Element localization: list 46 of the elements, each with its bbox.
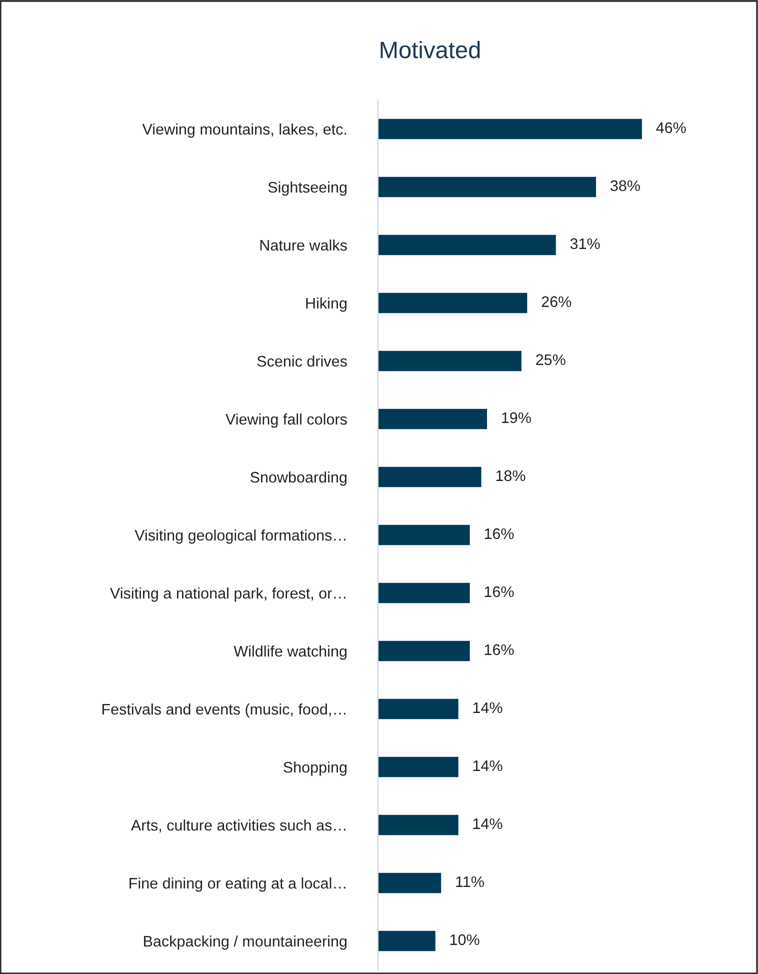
data-label: 14% [473, 702, 502, 714]
data-label: 16% [484, 586, 514, 598]
y-tick-label: Visiting a national park, forest, or… [110, 587, 346, 602]
bar [378, 698, 458, 720]
bar [378, 640, 470, 662]
data-label: 14% [473, 760, 502, 772]
bar [378, 814, 458, 836]
bar [378, 872, 442, 894]
data-label: 46% [656, 122, 686, 134]
bar [378, 176, 596, 198]
y-tick-label: Visiting geological formations… [134, 529, 346, 544]
data-label: 16% [484, 528, 514, 540]
y-tick-label: Wildlife watching [234, 645, 346, 660]
bar [378, 930, 436, 952]
data-label: 14% [473, 818, 502, 830]
y-tick-label: Viewing mountains, lakes, etc. [142, 123, 346, 138]
bar [378, 408, 488, 430]
bar [378, 350, 522, 372]
bar [378, 292, 528, 314]
y-tick-label: Snowboarding [250, 471, 346, 486]
bar [378, 118, 642, 140]
y-tick-label: Shopping [284, 761, 346, 776]
data-label: 16% [484, 644, 514, 656]
y-tick-label: Backpacking / mountaineering [144, 935, 346, 950]
y-tick-label: Festivals and events (music, food,… [102, 703, 346, 718]
y-tick-label: Scenic drives [257, 355, 347, 367]
bar [378, 234, 556, 256]
y-tick-label: Fine dining or eating at a local… [130, 877, 346, 892]
data-label: 11% [456, 876, 484, 888]
y-tick-label: Viewing fall colors [226, 413, 347, 428]
data-label: 18% [496, 470, 526, 482]
bar [378, 524, 470, 546]
bar [378, 582, 470, 604]
y-tick-label: Arts, culture activities such as… [130, 819, 346, 832]
y-tick-label: Sightseeing [268, 181, 346, 196]
bar [378, 466, 482, 488]
bar [378, 756, 458, 778]
data-label: 25% [536, 354, 566, 366]
data-label: 26% [542, 296, 572, 308]
y-tick-label: Hiking [306, 297, 346, 312]
data-label: 38% [610, 180, 640, 192]
data-label: 10% [450, 934, 480, 946]
chart-title: Motivated [380, 40, 480, 58]
y-tick-label: Nature walks [260, 239, 347, 251]
data-label: 19% [502, 412, 531, 424]
data-label: 31% [570, 238, 600, 250]
